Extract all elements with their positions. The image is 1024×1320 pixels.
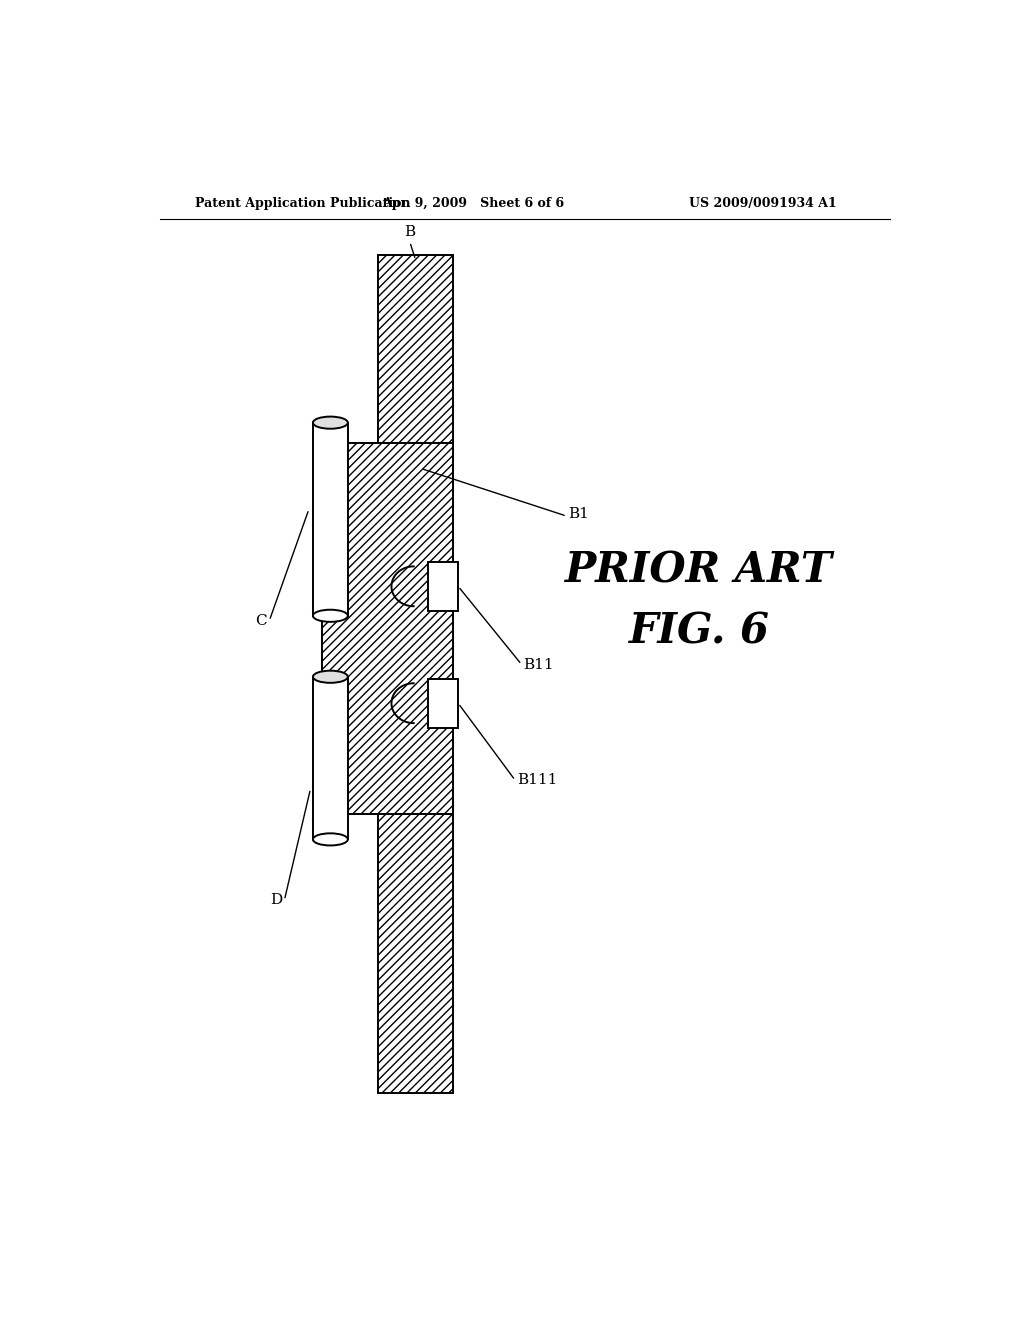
Text: Apr. 9, 2009   Sheet 6 of 6: Apr. 9, 2009 Sheet 6 of 6 bbox=[382, 197, 564, 210]
Bar bbox=[313, 422, 348, 615]
Ellipse shape bbox=[313, 417, 348, 429]
Bar bbox=[323, 444, 454, 814]
Bar bbox=[428, 562, 458, 611]
Text: B11: B11 bbox=[523, 657, 554, 672]
Bar bbox=[323, 444, 454, 814]
Bar bbox=[378, 444, 454, 814]
Text: B1: B1 bbox=[568, 507, 590, 521]
Text: C: C bbox=[255, 614, 267, 628]
Bar bbox=[428, 678, 458, 727]
Text: US 2009/0091934 A1: US 2009/0091934 A1 bbox=[689, 197, 837, 210]
Ellipse shape bbox=[313, 833, 348, 845]
Ellipse shape bbox=[313, 610, 348, 622]
Bar bbox=[313, 677, 348, 840]
Text: D: D bbox=[270, 894, 283, 907]
Text: Patent Application Publication: Patent Application Publication bbox=[196, 197, 411, 210]
Text: B111: B111 bbox=[517, 774, 557, 788]
Text: FIG. 6: FIG. 6 bbox=[629, 610, 770, 652]
Ellipse shape bbox=[313, 671, 348, 682]
Text: B: B bbox=[404, 224, 416, 239]
Bar bbox=[378, 255, 454, 1093]
Text: PRIOR ART: PRIOR ART bbox=[565, 549, 834, 591]
